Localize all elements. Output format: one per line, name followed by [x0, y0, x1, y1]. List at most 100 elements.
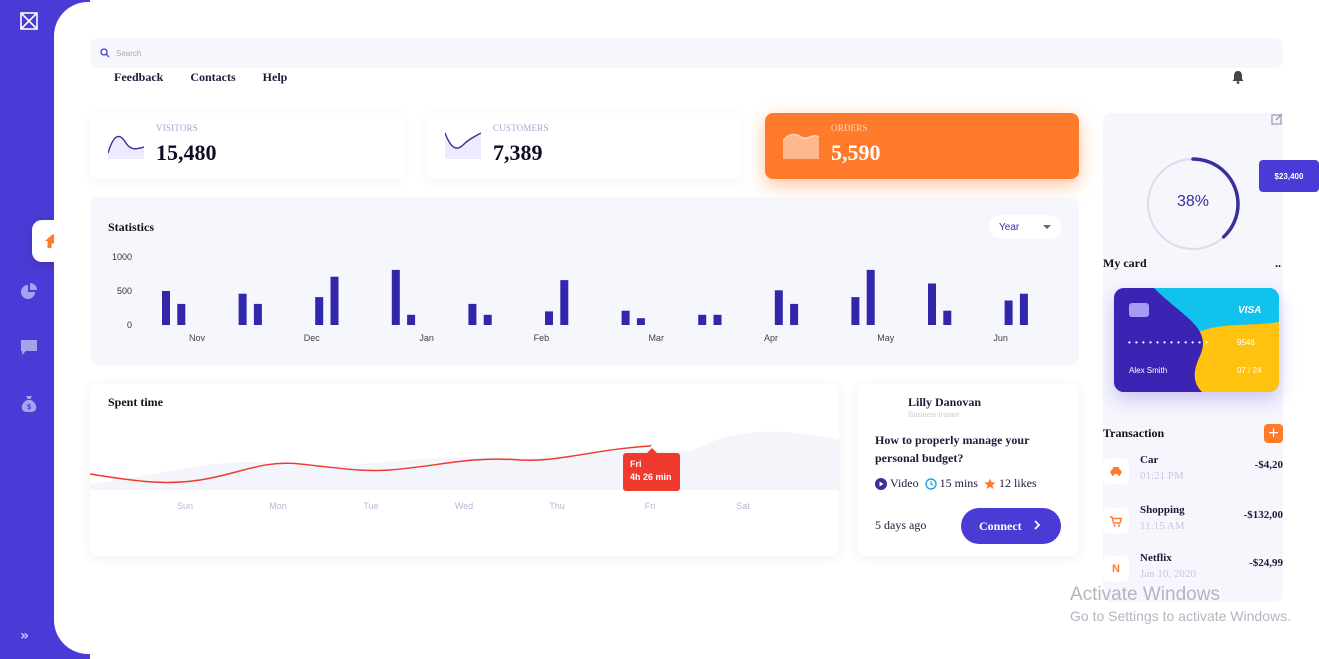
connect-label: Connect — [979, 518, 1022, 533]
top-navigation: Feedback Contacts Help — [114, 70, 287, 85]
card-holder: Alex Smith — [1129, 366, 1168, 375]
nav-reports-button[interactable] — [19, 282, 39, 302]
bar — [253, 303, 262, 325]
meta-likes: 12 likes — [998, 476, 1037, 490]
bar — [177, 303, 186, 325]
x-tick-label: Jun — [993, 333, 1008, 343]
card-brand: VISA — [1238, 305, 1262, 316]
orders-label: ORDERS — [831, 123, 868, 133]
activation-watermark-subtitle: Go to Settings to activate Windows. — [1070, 608, 1291, 624]
visitors-card: VISITORS 15,480 — [90, 113, 404, 179]
x-tick-label: Wed — [455, 501, 473, 511]
add-transaction-button[interactable]: + — [1264, 424, 1283, 443]
tooltip-value: 4h 26 min — [630, 472, 672, 482]
bar — [468, 303, 477, 325]
spent-time-tooltip: Fri 4h 26 min — [623, 448, 680, 491]
chat-icon — [21, 340, 37, 355]
x-tick-label: Mon — [269, 501, 287, 511]
statistics-bar-chart: 1000 500 0 Nov Dec Jan Feb Mar Apr May Jun — [112, 252, 1028, 343]
x-tick-label: Feb — [534, 333, 550, 343]
bar — [866, 269, 875, 325]
search-icon — [100, 48, 110, 58]
my-card-title: My card — [1103, 256, 1147, 270]
play-icon — [875, 477, 887, 490]
transaction-row[interactable]: Car 01:21 PM -$4,20 — [1103, 454, 1283, 494]
bar — [483, 314, 492, 325]
bar — [330, 276, 339, 325]
chevron-down-icon — [1043, 225, 1051, 229]
valley-chart-icon — [445, 132, 481, 159]
progress-ring-arc — [1146, 157, 1240, 251]
svg-text:$: $ — [27, 403, 32, 411]
bell-icon[interactable] — [1231, 70, 1245, 84]
period-select[interactable]: Year — [989, 215, 1061, 239]
period-select-value: Year — [999, 221, 1020, 233]
netflix-icon: N — [1103, 556, 1129, 582]
trainer-card: Lilly Danovan Business trainer How to pr… — [857, 384, 1079, 556]
bar — [545, 311, 553, 325]
x-tick-label: Sun — [177, 501, 193, 511]
x-tick-label: May — [877, 333, 895, 343]
transaction-row[interactable]: N Netflix Jan 10, 2020 -$24,99 — [1103, 552, 1283, 592]
x-tick-label: Nov — [189, 333, 206, 343]
bar — [1004, 300, 1013, 325]
x-tick-label: Fri — [645, 501, 656, 511]
trainer-question: How to properly manage your personal bud… — [875, 433, 1030, 465]
nav-link-help[interactable]: Help — [262, 70, 288, 84]
bar — [621, 310, 630, 325]
visitors-value: 15,480 — [156, 140, 217, 165]
trainer-meta: Video 15 mins 12 likes — [875, 476, 1043, 491]
nav-link-contacts[interactable]: Contacts — [190, 70, 236, 84]
clock-icon — [924, 477, 937, 490]
transaction-row[interactable]: Shopping 11:15 AM -$132,00 — [1103, 504, 1283, 544]
progress-percent: 38% — [1176, 193, 1210, 210]
bar — [943, 310, 952, 325]
bar — [162, 291, 170, 325]
bar — [713, 314, 722, 325]
logo-icon[interactable] — [20, 12, 38, 30]
x-tick-label: Jan — [419, 333, 434, 343]
expand-sidebar-icon[interactable]: » — [20, 628, 30, 644]
shopping-cart-icon — [1103, 508, 1129, 534]
y-tick-label: 1000 — [112, 252, 132, 262]
card-expiry: 07 / 24 — [1237, 366, 1262, 375]
visitors-label: VISITORS — [156, 123, 198, 133]
trainer-role: Business trainer — [908, 410, 960, 419]
customers-value: 7,389 — [493, 140, 543, 165]
trainer-name: Lilly Danovan — [908, 395, 982, 409]
bar — [698, 314, 707, 325]
credit-card[interactable]: VISA • • • • • • • • • • • • 9546 Alex S… — [1114, 288, 1279, 392]
search-input[interactable] — [116, 48, 516, 58]
x-tick-label: Dec — [304, 333, 321, 343]
x-tick-label: Tue — [363, 501, 378, 511]
more-options-icon[interactable]: .. — [1275, 256, 1281, 270]
balance-badge: $23,400 — [1259, 160, 1319, 192]
transaction-time: 11:15 AM — [1140, 520, 1185, 532]
card-last-digits: 9546 — [1237, 338, 1255, 347]
transaction-amount: -$24,99 — [1249, 557, 1283, 569]
bar — [560, 280, 569, 325]
x-tick-label: Thu — [549, 501, 565, 511]
transaction-time: Jan 10, 2020 — [1140, 568, 1196, 580]
activation-watermark-title: Activate Windows — [1070, 584, 1220, 605]
x-tick-label: Sat — [736, 501, 750, 511]
search-bar[interactable] — [90, 38, 1283, 68]
transaction-name: Netflix — [1140, 552, 1172, 564]
connect-button[interactable]: Connect — [961, 508, 1061, 544]
nav-link-feedback[interactable]: Feedback — [114, 70, 164, 84]
bar — [851, 297, 860, 325]
edit-icon[interactable] — [1271, 113, 1283, 125]
chevron-right-icon — [1034, 520, 1041, 530]
bar — [790, 303, 799, 325]
y-tick-label: 500 — [117, 286, 132, 296]
transaction-amount: -$132,00 — [1243, 509, 1283, 521]
transactions-title: Transaction — [1103, 426, 1165, 440]
money-bag-icon: $ — [21, 396, 37, 412]
transaction-name: Car — [1140, 454, 1159, 466]
x-tick-label: Mar — [648, 333, 664, 343]
card-background — [1114, 288, 1279, 392]
nav-finance-button[interactable]: $ — [19, 394, 39, 414]
nav-messages-button[interactable] — [19, 337, 39, 357]
transaction-name: Shopping — [1140, 504, 1185, 516]
area-chart-icon — [783, 133, 819, 159]
